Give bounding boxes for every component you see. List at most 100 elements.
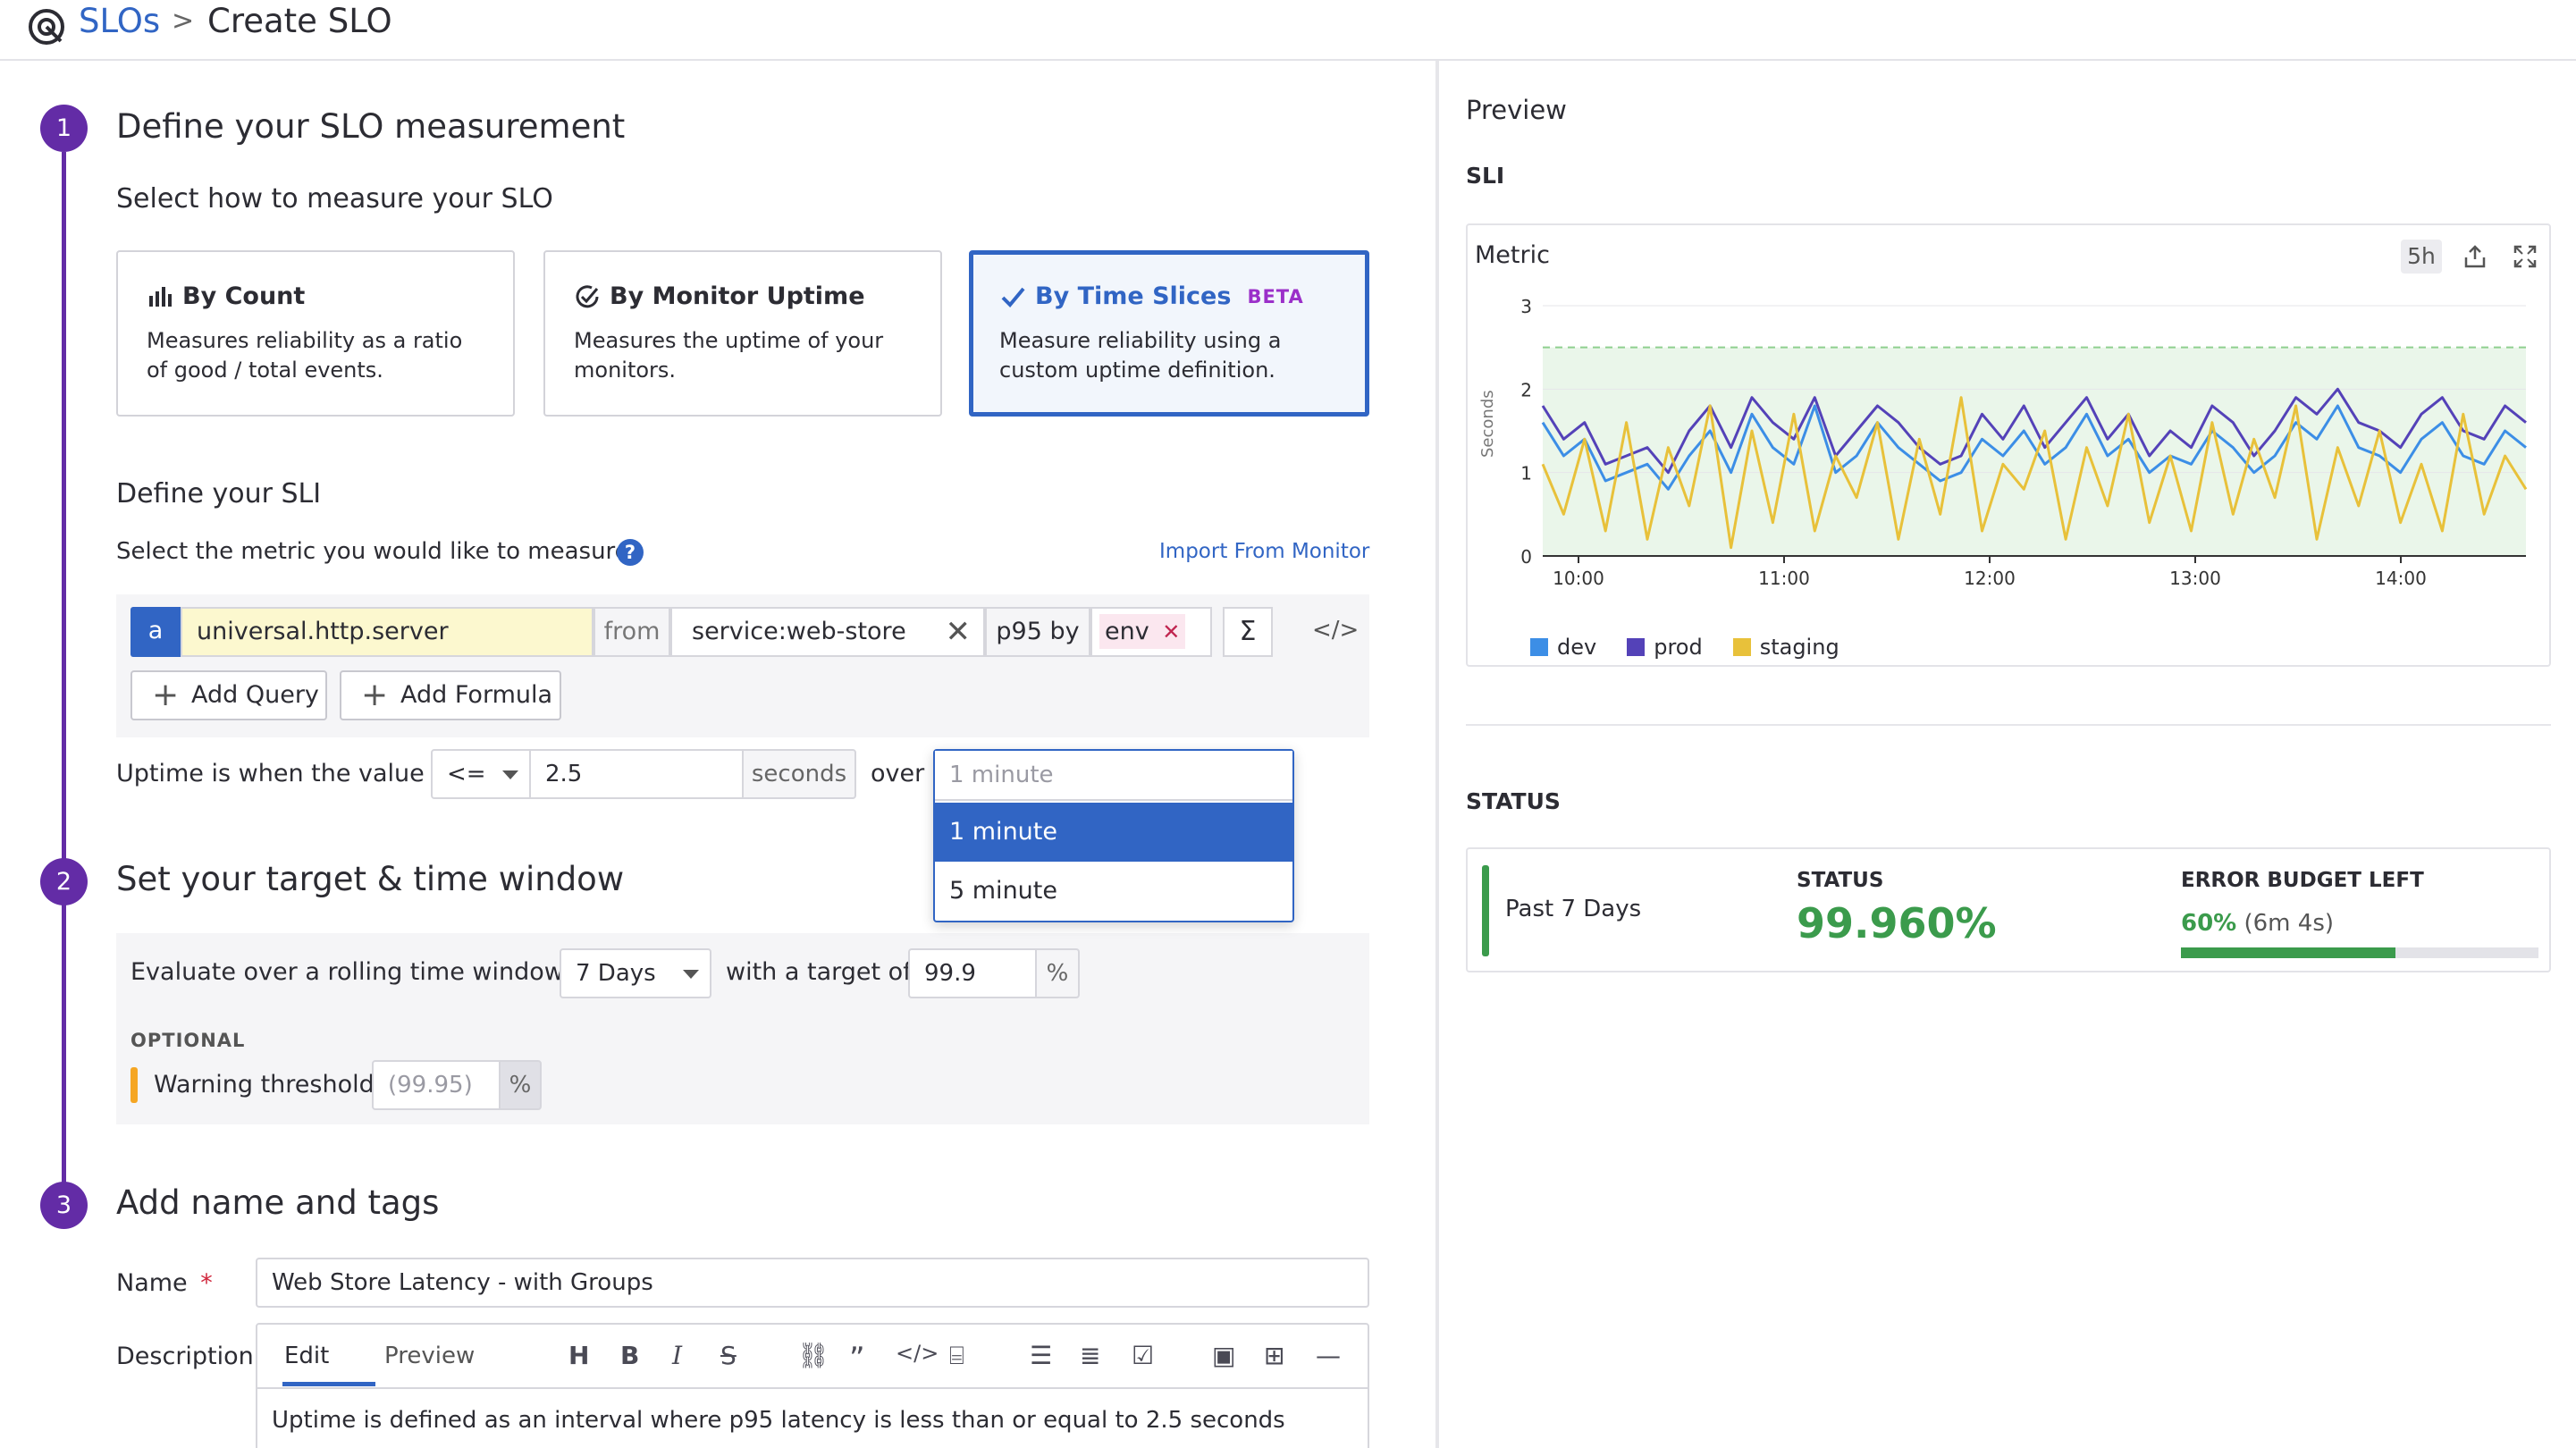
help-icon[interactable]: ? <box>617 539 644 566</box>
tab-preview[interactable]: Preview <box>384 1343 476 1369</box>
sli-heading: Define your SLI <box>116 478 322 509</box>
tab-edit[interactable]: Edit <box>284 1343 330 1369</box>
chevron-down-icon <box>683 970 699 979</box>
sli-line-chart: 0 1 2 3 Seconds 10:00 11:00 12:00 13:00 14:00 <box>1478 296 2528 589</box>
uptime-threshold-input[interactable]: 2.5 <box>529 749 744 799</box>
aggregation-value: p95 by <box>996 618 1080 645</box>
horizontal-rule-icon[interactable]: — <box>1316 1341 1341 1370</box>
time-window-select[interactable]: 7 Days <box>560 948 711 998</box>
card-by-monitor-uptime-title: By Monitor Uptime <box>610 282 865 310</box>
x-tick-label: 10:00 <box>1553 568 1604 589</box>
widget-title: Metric <box>1475 241 1550 269</box>
numbered-list-icon[interactable]: ≣ <box>1080 1341 1101 1370</box>
uptime-label: Uptime is when the value is <box>116 760 451 787</box>
dropdown-option-5-minute[interactable]: 5 minute <box>935 862 1292 921</box>
table-icon[interactable]: ⊞ <box>1264 1341 1285 1370</box>
optional-label: OPTIONAL <box>130 1030 246 1051</box>
legend-swatch <box>1627 638 1646 656</box>
y-tick-label: 1 <box>1520 463 1532 484</box>
uptime-window-dropdown[interactable]: 1 minute 1 minute 5 minute <box>933 749 1294 922</box>
name-label-text: Name <box>116 1269 188 1297</box>
name-input[interactable]: Web Store Latency - with Groups <box>256 1258 1369 1308</box>
status-value: 99.960% <box>1797 899 1997 947</box>
expand-icon[interactable] <box>2512 243 2538 270</box>
add-formula-button[interactable]: + Add Formula <box>340 670 561 720</box>
add-query-button[interactable]: + Add Query <box>130 670 327 720</box>
from-label: from <box>593 607 670 657</box>
group-tag: env ✕ <box>1099 614 1186 649</box>
card-by-time-slices-title: By Time Slices <box>1035 282 1232 310</box>
bold-icon[interactable]: B <box>620 1341 640 1370</box>
beta-badge: BETA <box>1247 285 1304 307</box>
uptime-window-input[interactable]: 1 minute <box>935 751 1292 801</box>
error-budget-fill <box>2181 947 2395 958</box>
from-scope-input[interactable]: service:web-store ✕ <box>670 607 985 657</box>
warning-percent-label: % <box>509 1072 532 1099</box>
legend-item-staging[interactable]: staging <box>1732 635 1839 660</box>
card-by-monitor-uptime[interactable]: By Monitor Uptime Measures the uptime of… <box>543 250 942 417</box>
remove-tag-icon[interactable]: ✕ <box>1162 619 1181 644</box>
operator-select[interactable]: <= <box>431 749 531 799</box>
sli-label: SLI <box>1466 163 1505 189</box>
y-tick-label: 2 <box>1520 379 1532 400</box>
timeframe-badge[interactable]: 5h <box>2401 240 2442 274</box>
dropdown-option-1-minute[interactable]: 1 minute <box>935 803 1292 862</box>
metric-widget: Metric 5h 0 1 2 3 Seconds 10:00 11:00 12:00 13:0… <box>1466 223 2551 667</box>
card-by-count[interactable]: By Count Measures reliability as a ratio… <box>116 250 515 417</box>
clear-scope-icon[interactable]: ✕ <box>945 614 972 650</box>
step-1-badge: 1 <box>40 105 88 152</box>
image-icon[interactable]: ▣ <box>1212 1341 1236 1370</box>
target-percent-label: % <box>1046 960 1069 987</box>
card-by-count-title: By Count <box>182 282 306 310</box>
bullet-list-icon[interactable]: ☰ <box>1030 1341 1053 1370</box>
sigma-icon: Σ <box>1239 616 1257 647</box>
checkbox-icon[interactable]: ☑ <box>1132 1341 1155 1370</box>
strikethrough-icon[interactable]: S <box>720 1341 737 1370</box>
aggregation-select[interactable]: p95 by <box>985 607 1090 657</box>
group-by-input[interactable]: env ✕ <box>1090 607 1212 657</box>
error-budget-bar <box>2181 947 2538 958</box>
status-label: STATUS <box>1797 869 1884 892</box>
legend-label: prod <box>1654 635 1703 660</box>
option-label: 5 minute <box>949 877 1057 905</box>
step-2-badge: 2 <box>40 858 88 905</box>
chevron-down-icon <box>502 770 518 779</box>
uptime-window-placeholder: 1 minute <box>949 762 1054 788</box>
y-axis-label: Seconds <box>1478 390 1497 458</box>
step-1-title: Define your SLO measurement <box>116 107 626 146</box>
code-icon[interactable]: </> <box>896 1341 939 1366</box>
status-period: Past 7 Days <box>1505 896 1642 922</box>
legend-item-prod[interactable]: prod <box>1627 635 1703 660</box>
warning-threshold-input[interactable]: (99.95) <box>372 1060 501 1110</box>
y-tick-label: 0 <box>1520 546 1532 568</box>
x-tick-label: 11:00 <box>1758 568 1810 589</box>
formula-sigma-button[interactable]: Σ <box>1223 607 1273 657</box>
option-label: 1 minute <box>949 818 1057 846</box>
breadcrumb-slos-link[interactable]: SLOs <box>79 2 161 40</box>
target-input[interactable]: 99.9 <box>908 948 1037 998</box>
link-icon[interactable]: ⛓ <box>797 1341 829 1370</box>
code-view-icon[interactable]: </> <box>1312 617 1360 644</box>
card-by-time-slices[interactable]: By Time Slices BETA Measure reliability … <box>969 250 1369 417</box>
import-from-monitor-link[interactable]: Import From Monitor <box>1159 540 1370 563</box>
status-heading: STATUS <box>1466 788 1561 814</box>
italic-icon[interactable]: I <box>672 1341 683 1370</box>
section-divider <box>1466 724 2551 726</box>
panel-divider <box>1435 61 1439 1448</box>
query-label-badge: a <box>130 607 181 657</box>
code-block-icon[interactable]: ⌸ <box>949 1341 964 1370</box>
legend-item-dev[interactable]: dev <box>1530 635 1596 660</box>
quote-icon[interactable]: ” <box>849 1341 865 1376</box>
required-mark: * <box>200 1269 213 1297</box>
description-text[interactable]: Uptime is defined as an interval where p… <box>272 1407 1285 1434</box>
operator-value: <= <box>447 761 486 787</box>
measure-heading: Select how to measure your SLO <box>116 183 553 215</box>
warning-percent-addon: % <box>499 1060 542 1110</box>
step-connector-line <box>62 152 66 1193</box>
metric-input[interactable]: universal.http.server <box>181 607 593 657</box>
series-line-prod <box>1541 387 2527 475</box>
heading-icon[interactable]: H <box>568 1341 590 1370</box>
export-icon[interactable] <box>2462 243 2488 270</box>
preview-title: Preview <box>1466 95 1567 125</box>
add-formula-label: Add Formula <box>400 681 553 709</box>
